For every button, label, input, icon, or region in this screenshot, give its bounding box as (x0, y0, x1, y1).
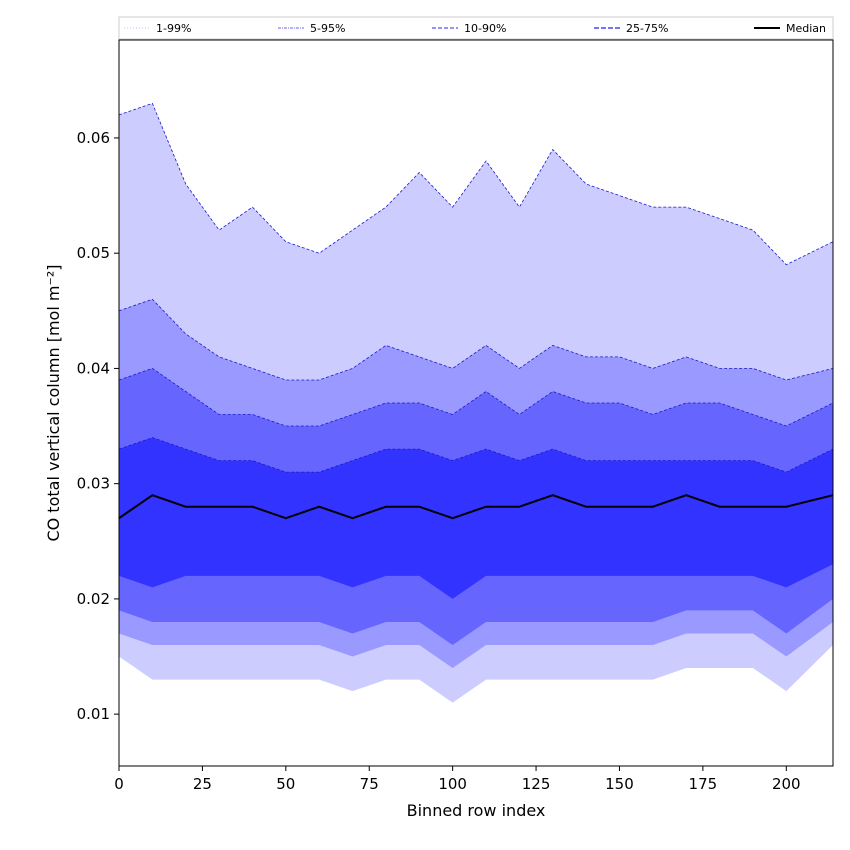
band-25-75pct (119, 437, 833, 599)
y-tick-label: 0.06 (77, 129, 110, 147)
legend: 1-99% 5-95% 10-90% 25-75% Median (118, 16, 834, 40)
y-tick-label: 0.05 (77, 244, 110, 262)
x-tick-label: 50 (276, 775, 295, 793)
legend-label-25-75pct: 25-75% (626, 22, 668, 35)
band-edge-10-90pct (118, 367, 834, 427)
y-tick-label: 0.02 (77, 590, 110, 608)
x-axis-label: Binned row index (407, 801, 546, 820)
x-tick-label: 175 (689, 775, 718, 793)
y-axis: 0.01 0.02 0.03 0.04 0.05 0.06 (77, 129, 119, 723)
x-tick-label: 150 (605, 775, 634, 793)
x-tick-label: 0 (114, 775, 124, 793)
y-tick-label: 0.01 (77, 705, 110, 723)
plot-frame (118, 39, 834, 767)
x-tick-label: 200 (772, 775, 801, 793)
legend-label-10-90pct: 10-90% (464, 22, 506, 35)
median-layer (118, 494, 834, 520)
x-axis: 0 25 50 75 100 125 150 175 200 (114, 766, 801, 793)
band-edge-5-95pct (118, 298, 834, 381)
band-edge-25-75pct (118, 437, 834, 473)
band-edge-1-99pct (118, 102, 834, 266)
y-axis-label: CO total vertical column [mol m⁻²] (44, 264, 63, 541)
legend-label-1-99pct: 1-99% (156, 22, 191, 35)
x-tick-label: 100 (438, 775, 467, 793)
x-tick-label: 125 (522, 775, 551, 793)
y-tick-label: 0.03 (77, 475, 110, 493)
median-line (118, 494, 834, 520)
x-tick-label: 25 (193, 775, 212, 793)
legend-label-Median: Median (786, 22, 826, 35)
percentile-bands (118, 102, 834, 703)
y-tick-label: 0.04 (77, 359, 110, 377)
legend-box (118, 16, 834, 40)
x-tick-label: 75 (360, 775, 379, 793)
legend-label-5-95pct: 5-95% (310, 22, 345, 35)
